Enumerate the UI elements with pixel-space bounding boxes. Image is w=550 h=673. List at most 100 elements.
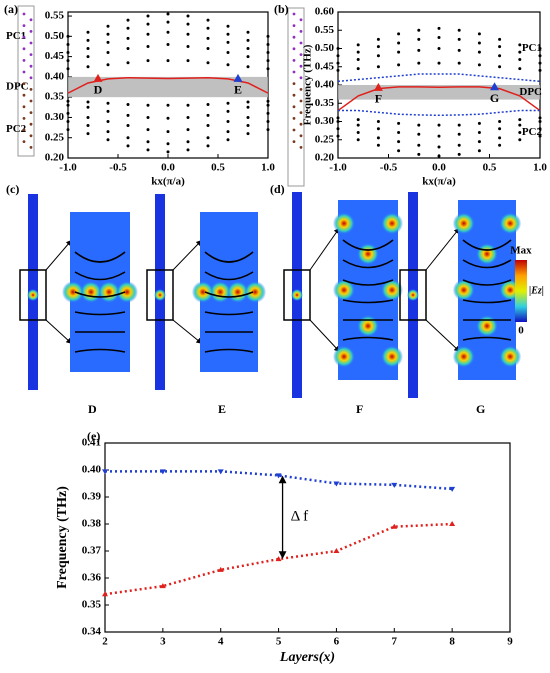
structure-cell bbox=[292, 128, 296, 132]
structure-cell bbox=[22, 117, 26, 120]
band-gap bbox=[68, 76, 268, 98]
bulk-band-point bbox=[246, 65, 250, 69]
bulk-band-point bbox=[166, 12, 170, 16]
zoom-line bbox=[425, 319, 461, 353]
field-arrows bbox=[74, 291, 126, 298]
bulk-band-point bbox=[66, 120, 70, 123]
bulk-band-point bbox=[206, 102, 210, 106]
bulk-band-point bbox=[498, 136, 502, 140]
bulk-band-point bbox=[397, 41, 401, 45]
y-tick-label: 0.20 bbox=[45, 152, 65, 164]
bulk-band-point bbox=[206, 26, 210, 30]
bulk-band-point bbox=[106, 63, 110, 67]
bulk-band-point bbox=[186, 103, 190, 107]
bulk-band-point bbox=[106, 51, 110, 55]
bulk-band-point bbox=[126, 18, 130, 22]
structure-cell bbox=[22, 47, 26, 51]
bulk-band-point bbox=[106, 101, 110, 105]
bulk-band-point bbox=[86, 132, 90, 136]
structure-cell bbox=[29, 30, 33, 33]
bulk-band-point bbox=[246, 30, 250, 34]
series-marker bbox=[217, 566, 224, 572]
y-tick-label: 0.39 bbox=[82, 491, 102, 503]
bulk-band-point bbox=[126, 144, 130, 148]
bulk-band-point bbox=[397, 63, 401, 67]
series-marker bbox=[159, 469, 166, 475]
bulk-band-point bbox=[246, 100, 250, 104]
state-marker bbox=[233, 73, 243, 82]
field-hotspot bbox=[381, 279, 403, 301]
region-label: DPC bbox=[519, 86, 542, 98]
bulk-band-point bbox=[206, 18, 210, 22]
bulk-band-point bbox=[166, 20, 170, 24]
zoom-line bbox=[309, 227, 340, 271]
bulk-band-point bbox=[266, 59, 270, 63]
bulk-band-point bbox=[66, 51, 70, 55]
region-label: PC1 bbox=[6, 30, 26, 42]
bulk-band-point bbox=[356, 138, 360, 142]
y-tick-label: 0.45 bbox=[315, 60, 335, 72]
field-arrows bbox=[204, 348, 254, 353]
structure-cell bbox=[299, 30, 303, 33]
x-tick-label: 0.5 bbox=[211, 162, 225, 174]
bulk-band-point bbox=[356, 123, 360, 127]
structure-cell bbox=[299, 64, 303, 68]
y-tick-label: 0.40 bbox=[45, 70, 65, 82]
bulk-band-point bbox=[146, 103, 150, 107]
bulk-band-point bbox=[538, 54, 542, 58]
bulk-band-point bbox=[86, 55, 90, 59]
panel-label: (d) bbox=[270, 182, 285, 196]
field-arrows bbox=[462, 299, 512, 304]
bulk-band-point bbox=[186, 59, 190, 63]
zoom-line bbox=[45, 319, 73, 345]
structure-cell bbox=[299, 76, 303, 80]
region-label: PC2 bbox=[6, 123, 27, 135]
field-hotspot bbox=[499, 212, 522, 235]
bulk-band-point bbox=[437, 123, 441, 127]
series-marker bbox=[333, 548, 340, 553]
bulk-band-point bbox=[226, 120, 230, 123]
bulk-band-point bbox=[498, 65, 502, 69]
series-marker bbox=[159, 583, 166, 589]
x-tick-label: -1.0 bbox=[329, 162, 347, 174]
field-hotspot bbox=[381, 212, 403, 235]
structure-cell bbox=[299, 53, 303, 56]
bulk-band-point bbox=[266, 42, 270, 46]
structure-cell bbox=[299, 122, 303, 126]
structure-cell bbox=[22, 128, 26, 132]
x-tick-label: 0.5 bbox=[483, 162, 497, 174]
field-hotspot bbox=[476, 315, 498, 337]
y-tick-label: 0.38 bbox=[82, 518, 102, 530]
field-hotspot bbox=[452, 279, 475, 301]
bulk-band-point bbox=[356, 57, 360, 61]
state-label: F bbox=[375, 92, 382, 106]
bulk-band-point bbox=[397, 130, 401, 134]
bulk-band-point bbox=[336, 120, 340, 123]
y-tick-label: 0.30 bbox=[45, 111, 65, 123]
bulk-band-point bbox=[86, 105, 90, 109]
bulk-band-point bbox=[397, 149, 401, 153]
bulk-band-point bbox=[376, 136, 380, 140]
structure-cell bbox=[292, 105, 296, 109]
bulk-band-point bbox=[186, 148, 190, 152]
bulk-band-point bbox=[477, 140, 481, 144]
bulk-band-point bbox=[498, 45, 502, 49]
bulk-band-point bbox=[186, 115, 190, 119]
bulk-band-point bbox=[86, 65, 90, 69]
series-marker bbox=[449, 486, 456, 492]
panel-label: (a) bbox=[4, 2, 18, 16]
state-label: G bbox=[490, 91, 499, 105]
bulk-band-point bbox=[226, 130, 230, 134]
bulk-band-point bbox=[86, 124, 90, 128]
field-hotspot bbox=[116, 281, 138, 303]
bulk-band-point bbox=[477, 50, 481, 54]
bulk-band-point bbox=[186, 44, 190, 48]
bulk-band-point bbox=[226, 109, 230, 113]
structure-cell bbox=[299, 111, 303, 114]
field-arrows bbox=[74, 251, 126, 263]
zoom-line bbox=[425, 227, 460, 271]
x-axis-label: kx(π/a) bbox=[151, 176, 185, 188]
series-marker bbox=[391, 523, 398, 529]
bulk-band-point bbox=[498, 127, 502, 131]
bulk-band-point bbox=[126, 102, 130, 106]
